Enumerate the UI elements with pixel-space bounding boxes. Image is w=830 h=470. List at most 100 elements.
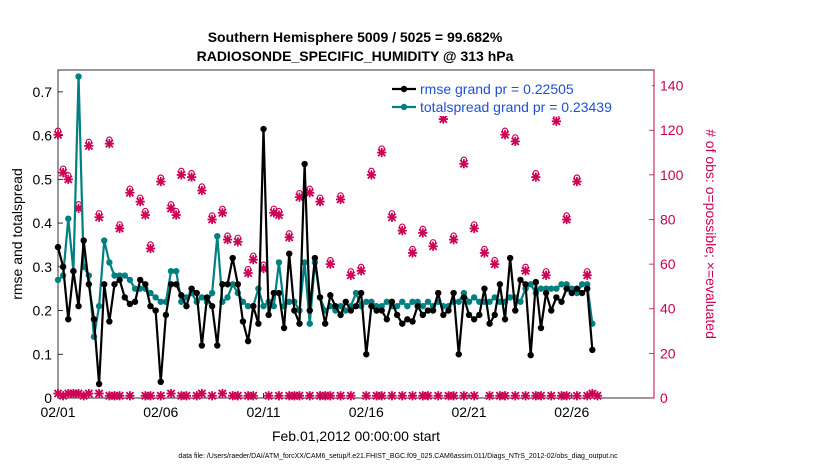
- totalspread-point: [548, 285, 555, 292]
- rmse-point: [440, 311, 447, 319]
- legend-rmse-marker: [400, 85, 408, 93]
- y2-tick-label: 120: [660, 122, 684, 138]
- rmse-point: [486, 320, 493, 327]
- totalspread-point: [172, 267, 180, 275]
- rmse-point: [172, 281, 180, 288]
- y-tick-label: 0.2: [33, 303, 53, 319]
- y-tick-label: 0.1: [33, 346, 53, 362]
- totalspread-point: [244, 302, 252, 310]
- y2-tick-label: 40: [660, 301, 676, 317]
- rmse-point: [373, 307, 380, 314]
- rmse-point: [393, 311, 401, 319]
- rmse-point: [101, 281, 108, 288]
- chart-subtitle: RADIOSONDE_SPECIFIC_HUMIDITY @ 313 hPa: [197, 48, 514, 64]
- totalspread-point: [506, 294, 514, 301]
- rmse-point: [553, 294, 560, 301]
- rmse-point: [183, 302, 190, 310]
- y-axis-left: 0 0.1 0.2 0.3 0.4 0.5 0.6 0.7: [33, 84, 63, 406]
- y2-tick-label: 100: [660, 167, 684, 183]
- rmse-point: [90, 316, 98, 323]
- rmse-point: [584, 285, 591, 292]
- rmse-point: [491, 311, 498, 319]
- rmse-point: [321, 320, 329, 327]
- totalspread-point: [126, 276, 134, 284]
- rmse-point: [126, 300, 134, 308]
- rmse-point: [234, 281, 242, 288]
- totalspread-point: [152, 294, 159, 301]
- x-tick-label: 02/16: [349, 404, 384, 420]
- totalspread-point: [65, 215, 72, 222]
- y-tick-label: 0.6: [33, 128, 53, 144]
- rmse-point: [517, 276, 524, 284]
- rmse-point: [573, 285, 581, 292]
- rmse-point: [188, 285, 195, 292]
- rmse-point: [342, 298, 349, 305]
- rmse-point: [296, 320, 303, 327]
- rmse-point: [347, 307, 355, 314]
- rmse-point: [399, 320, 406, 327]
- rmse-point: [306, 307, 313, 314]
- rmse-point: [548, 307, 555, 314]
- totalspread-point: [553, 285, 560, 292]
- rmse-point: [286, 250, 293, 257]
- totalspread-point: [167, 267, 175, 275]
- rmse-point: [409, 318, 416, 325]
- y-axis-label: rmse and totalspread: [9, 168, 25, 300]
- rmse-point: [311, 254, 319, 262]
- totalspread-point: [75, 73, 82, 80]
- totalspread-point: [286, 298, 293, 305]
- y-tick-label: 0.7: [33, 84, 53, 100]
- y2-tick-label: 80: [660, 211, 676, 227]
- rmse-point: [255, 320, 262, 327]
- rmse-point: [219, 281, 226, 288]
- rmse-point: [54, 243, 62, 251]
- totalspread-point: [460, 289, 468, 297]
- rmse-point: [589, 346, 596, 354]
- rmse-point: [214, 342, 221, 349]
- rmse-point: [357, 289, 365, 297]
- totalspread-point: [558, 281, 565, 288]
- chart-title: Southern Hemisphere 5009 / 5025 = 99.682…: [208, 29, 503, 45]
- totalspread-point: [578, 281, 586, 288]
- rmse-point: [291, 307, 298, 314]
- totalspread-point: [368, 298, 375, 305]
- rmse-point: [424, 307, 432, 314]
- rmse-point: [203, 294, 211, 301]
- legend-spread-marker: [400, 103, 408, 111]
- x-tick-label: 02/01: [40, 404, 75, 420]
- totalspread-point: [378, 302, 385, 310]
- totalspread-point: [563, 281, 570, 288]
- x-tick-label: 02/21: [452, 404, 487, 420]
- rmse-point: [414, 302, 421, 310]
- totalspread-point: [352, 289, 360, 297]
- totalspread-point: [301, 259, 308, 266]
- y2-tick-label: 60: [660, 256, 676, 272]
- rmse-point: [532, 278, 540, 286]
- rmse-point: [558, 298, 565, 305]
- series-obs-4: [53, 388, 603, 401]
- rmse-point: [496, 281, 504, 288]
- totalspread-point: [542, 285, 550, 292]
- rmse-point: [239, 318, 247, 325]
- rmse-point: [512, 307, 519, 314]
- x-tick-label: 02/11: [247, 404, 281, 420]
- rmse-point: [137, 276, 144, 284]
- y-tick-label: 0.4: [33, 215, 53, 231]
- rmse-point: [260, 125, 267, 133]
- rmse-point: [563, 285, 570, 292]
- totalspread-point: [306, 320, 313, 327]
- rmse-point: [455, 351, 462, 358]
- rmse-point: [460, 294, 468, 301]
- legend-spread-label: totalspread grand pr = 0.23439: [420, 99, 612, 115]
- totalspread-point: [393, 302, 401, 310]
- totalspread-point: [383, 298, 391, 305]
- totalspread-point: [229, 281, 236, 288]
- rmse-point: [280, 324, 288, 332]
- totalspread-point: [399, 298, 406, 305]
- y2-tick-label: 140: [660, 78, 684, 94]
- x-tick-label: 02/06: [143, 404, 178, 420]
- totalspread-point: [275, 259, 283, 266]
- totalspread-point: [455, 298, 462, 305]
- rmse-point: [332, 302, 339, 310]
